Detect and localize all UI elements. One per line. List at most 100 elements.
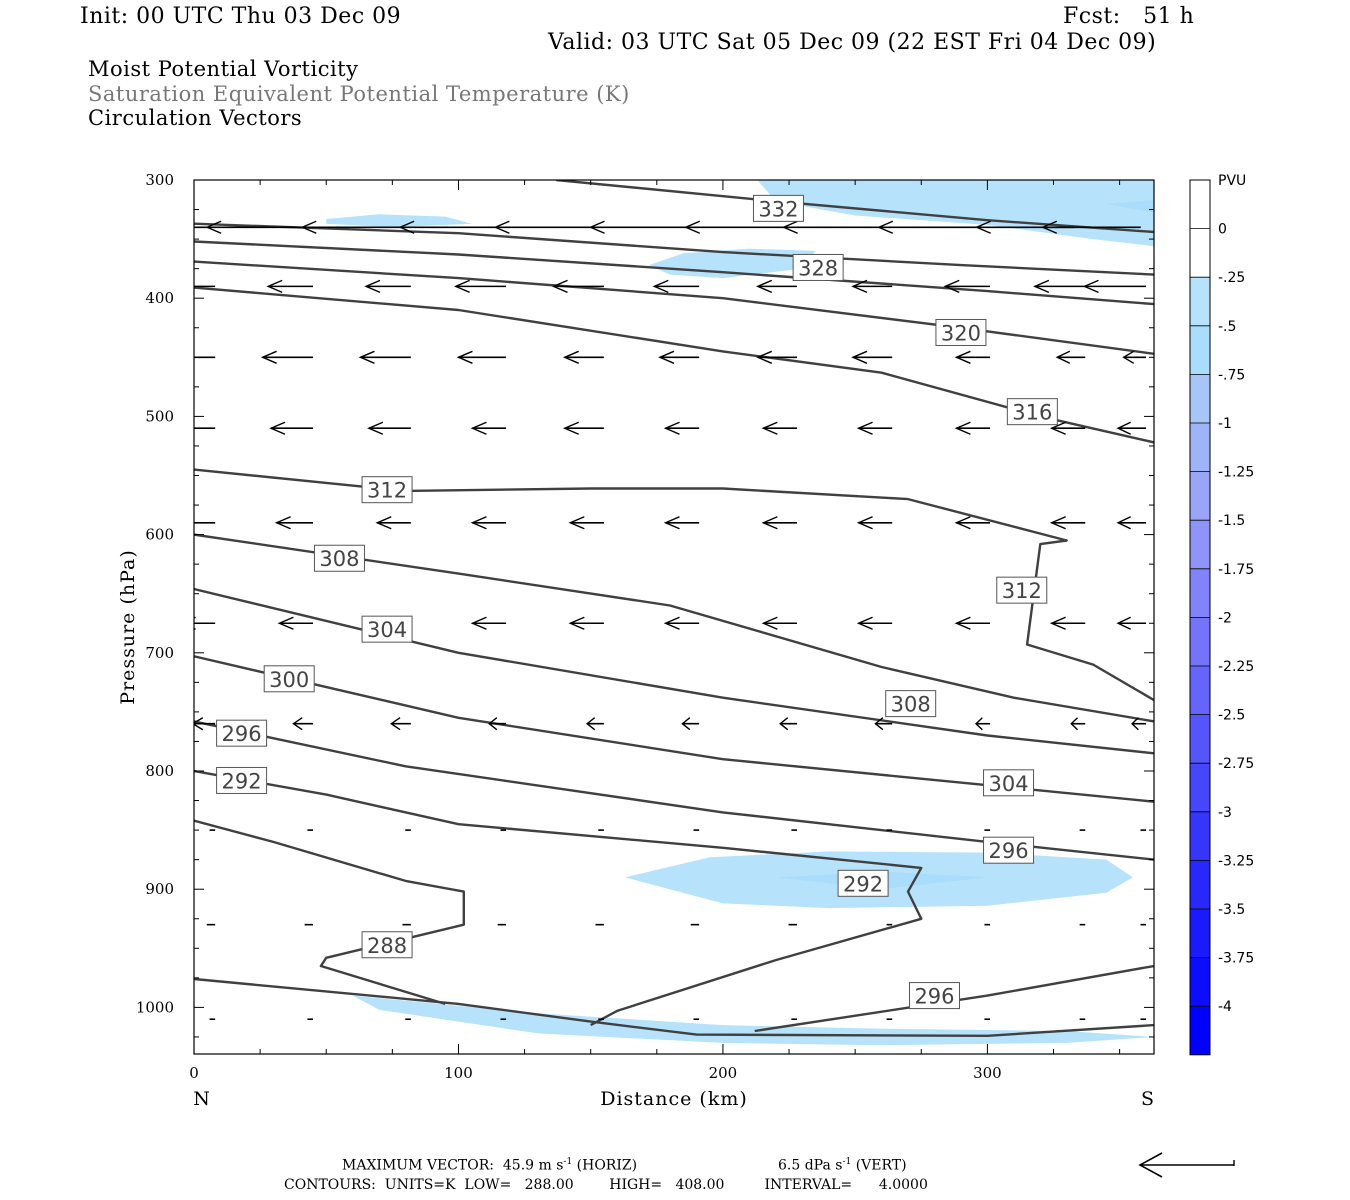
- colorbar-swatch-16: [1190, 957, 1210, 1007]
- vector-head-6-1: [292, 717, 303, 731]
- vector-head-3-1: [269, 421, 286, 435]
- theta-contours: [194, 180, 1154, 1038]
- field-title-pv: Moist Potential Vorticity: [88, 57, 359, 81]
- vector-head-0-3: [398, 220, 415, 234]
- contour-label-288-15: 288: [367, 934, 407, 958]
- vector-head-1-2: [364, 279, 381, 294]
- contour-info: CONTOURS: UNITS=K LOW= 288.00 HIGH= 408.…: [284, 1177, 928, 1193]
- vector-head-0-1: [205, 220, 222, 234]
- vector-head-2-6: [755, 350, 773, 364]
- contour-label-box-11: [216, 766, 268, 794]
- vector-head-4-2: [375, 516, 392, 530]
- contour-308-6: [194, 533, 1154, 723]
- vector-head-6-9: [1070, 717, 1079, 731]
- contour-328-1: [194, 222, 1154, 276]
- vector-head-2-4: [562, 350, 579, 364]
- vector-head-2-0: [165, 351, 179, 363]
- vector-head-2-5: [658, 350, 675, 364]
- colorbar-swatch-11: [1190, 714, 1210, 764]
- colorbar-swatch-3: [1190, 325, 1210, 375]
- colorbar-swatch-0: [1190, 180, 1210, 229]
- contour-label-box-8: [263, 665, 315, 693]
- vector-head-3-4: [562, 421, 579, 435]
- max-vector-horiz-label: (HORIZ): [576, 1157, 638, 1174]
- y-tick-label-400: 400: [145, 289, 174, 307]
- pv-region-0: [757, 180, 1154, 247]
- contour-label-308-5: 308: [319, 547, 359, 571]
- reference-vector-head: [1138, 1152, 1163, 1178]
- colorbar-label-10: -2.5: [1218, 708, 1245, 724]
- contour-label-296-16: 296: [914, 985, 954, 1009]
- contour-label-292-14: 292: [843, 872, 883, 896]
- vector-head-0-7: [781, 220, 798, 234]
- contour-label-308-9: 308: [891, 693, 931, 717]
- vector-head-1-6: [755, 279, 773, 294]
- colorbar-label-0: 0: [1218, 222, 1227, 238]
- colorbar-swatch-14: [1190, 860, 1210, 909]
- vector-head-5-8: [954, 616, 971, 630]
- contour-label-304-12: 304: [988, 772, 1028, 796]
- contour-label-296-13: 296: [988, 839, 1028, 863]
- contour-label-296-10: 296: [222, 722, 262, 746]
- vector-head-5-10: [1116, 616, 1131, 630]
- contour-label-320-2: 320: [941, 321, 981, 345]
- colorbar-label-5: -1.25: [1218, 465, 1254, 481]
- contour-296-12: [754, 964, 1154, 1033]
- contour-316-4: [194, 286, 1154, 444]
- vector-head-1-3: [453, 279, 470, 294]
- vector-head-0-0: [109, 221, 123, 233]
- contour-296-9: [194, 720, 1154, 861]
- forecast-hour: Fcst: 51 h: [1063, 4, 1195, 29]
- colorbar-swatch-5: [1190, 423, 1210, 472]
- colorbar-label-1: -.25: [1218, 270, 1245, 286]
- contour-label-box-3: [1006, 398, 1058, 426]
- vector-head-2-7: [851, 350, 868, 364]
- x-tick-label-100: 100: [444, 1064, 473, 1082]
- vector-head-3-5: [663, 421, 680, 435]
- vector-head-3-8: [954, 421, 971, 435]
- vector-head-1-8: [943, 279, 960, 294]
- plot-background: [194, 180, 1154, 1054]
- vector-head-3-10: [1116, 421, 1131, 435]
- vector-head-5-5: [663, 616, 680, 630]
- colorbar-swatch-17: [1190, 1006, 1210, 1055]
- vector-head-3-0: [173, 422, 187, 434]
- contour-label-box-9: [885, 690, 937, 718]
- vector-head-6-2: [390, 717, 401, 731]
- vector-head-2-10: [1122, 350, 1135, 364]
- contour-label-332-0: 332: [758, 197, 798, 221]
- max-vector-vert-info: 6.5 dPa s-1 (VERT): [778, 1157, 907, 1174]
- colorbar-title: PVU: [1218, 173, 1246, 189]
- vector-head-3-7: [856, 421, 873, 435]
- contour-label-box-2: [935, 318, 987, 346]
- vector-head-1-4: [551, 279, 568, 294]
- colorbar-label-9: -2.25: [1218, 659, 1254, 675]
- x-axis-title: Distance (km): [600, 1088, 748, 1110]
- contour-label-292-11: 292: [222, 769, 262, 793]
- vector-head-6-5: [681, 717, 691, 731]
- vector-head-2-1: [260, 350, 277, 364]
- vector-head-4-9: [1049, 516, 1066, 530]
- y-tick-label-300: 300: [145, 171, 174, 189]
- contour-label-box-6: [996, 576, 1048, 604]
- vector-head-5-1: [277, 616, 294, 630]
- vector-head-3-2: [367, 421, 384, 435]
- colorbar-label-12: -3: [1218, 805, 1232, 821]
- colorbar-label-15: -3.75: [1218, 951, 1254, 967]
- colorbar-swatch-6: [1190, 471, 1210, 521]
- pv-region-1: [1106, 200, 1154, 214]
- max-vector-vert-exp: -1: [842, 1157, 852, 1167]
- vector-head-6-3: [488, 717, 498, 731]
- vector-head-3-3: [470, 421, 487, 435]
- vector-head-0-8: [877, 220, 894, 234]
- vector-head-5-9: [1049, 616, 1066, 630]
- contour-label-box-5: [313, 544, 365, 572]
- vector-head-0-9: [974, 220, 991, 234]
- vector-head-0-5: [588, 220, 605, 234]
- vector-head-6-10: [1131, 717, 1139, 731]
- contour-292-10: [194, 769, 923, 1027]
- vector-head-4-5: [663, 516, 680, 530]
- colorbar-label-13: -3.25: [1218, 853, 1254, 869]
- vector-head-3-9: [1049, 421, 1066, 435]
- max-vector-exp: -1: [563, 1157, 573, 1167]
